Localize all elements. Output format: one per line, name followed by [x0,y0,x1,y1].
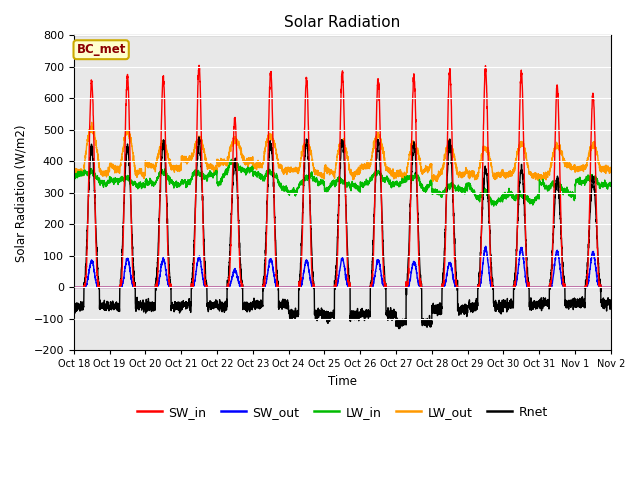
Rnet [396,326,403,332]
Legend: SW_in, SW_out, LW_in, LW_out, Rnet: SW_in, SW_out, LW_in, LW_out, Rnet [132,401,553,424]
LW_out [607,167,614,172]
Rnet [195,134,203,140]
LW_out [88,120,95,125]
Line: SW_in: SW_in [74,65,611,288]
SW_in [463,285,470,290]
Rnet [493,306,501,312]
SW_in [607,285,614,290]
Line: LW_out: LW_out [74,122,611,181]
SW_out [606,285,614,290]
LW_in [228,156,236,162]
Text: BC_met: BC_met [76,43,126,56]
SW_in [606,285,614,290]
SW_in [70,285,77,290]
Line: Rnet: Rnet [74,137,611,329]
Y-axis label: Solar Radiation (W/m2): Solar Radiation (W/m2) [15,124,28,262]
SW_in [166,285,174,290]
LW_out [493,171,501,177]
Rnet [166,276,174,282]
SW_in [433,285,441,290]
LW_in [607,181,614,187]
X-axis label: Time: Time [328,375,356,388]
LW_in [323,187,330,193]
LW_in [166,176,174,182]
LW_out [323,168,330,174]
LW_out [166,163,174,168]
LW_in [70,176,77,182]
Line: SW_out: SW_out [74,246,611,288]
LW_out [70,170,77,176]
SW_out [463,285,470,290]
SW_in [493,285,501,290]
Rnet [323,314,330,320]
LW_out [433,176,441,181]
SW_out [607,285,614,290]
LW_in [463,180,470,186]
LW_out [399,179,407,184]
LW_out [607,168,614,173]
SW_in [323,285,330,290]
LW_in [493,197,501,203]
SW_out [493,285,501,290]
SW_out [70,285,77,290]
SW_in [195,62,203,68]
LW_in [490,203,497,209]
LW_in [433,187,441,193]
Line: LW_in: LW_in [74,159,611,206]
SW_out [482,243,490,249]
Rnet [433,305,441,311]
Rnet [70,304,77,310]
Rnet [463,306,470,312]
SW_out [433,285,440,290]
LW_out [463,168,470,174]
Rnet [607,305,614,311]
Rnet [607,299,614,305]
SW_out [322,285,330,290]
SW_out [166,283,174,289]
LW_in [607,181,614,187]
Title: Solar Radiation: Solar Radiation [284,15,401,30]
